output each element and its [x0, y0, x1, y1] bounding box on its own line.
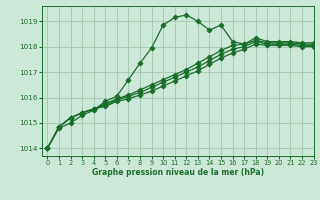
- X-axis label: Graphe pression niveau de la mer (hPa): Graphe pression niveau de la mer (hPa): [92, 168, 264, 177]
